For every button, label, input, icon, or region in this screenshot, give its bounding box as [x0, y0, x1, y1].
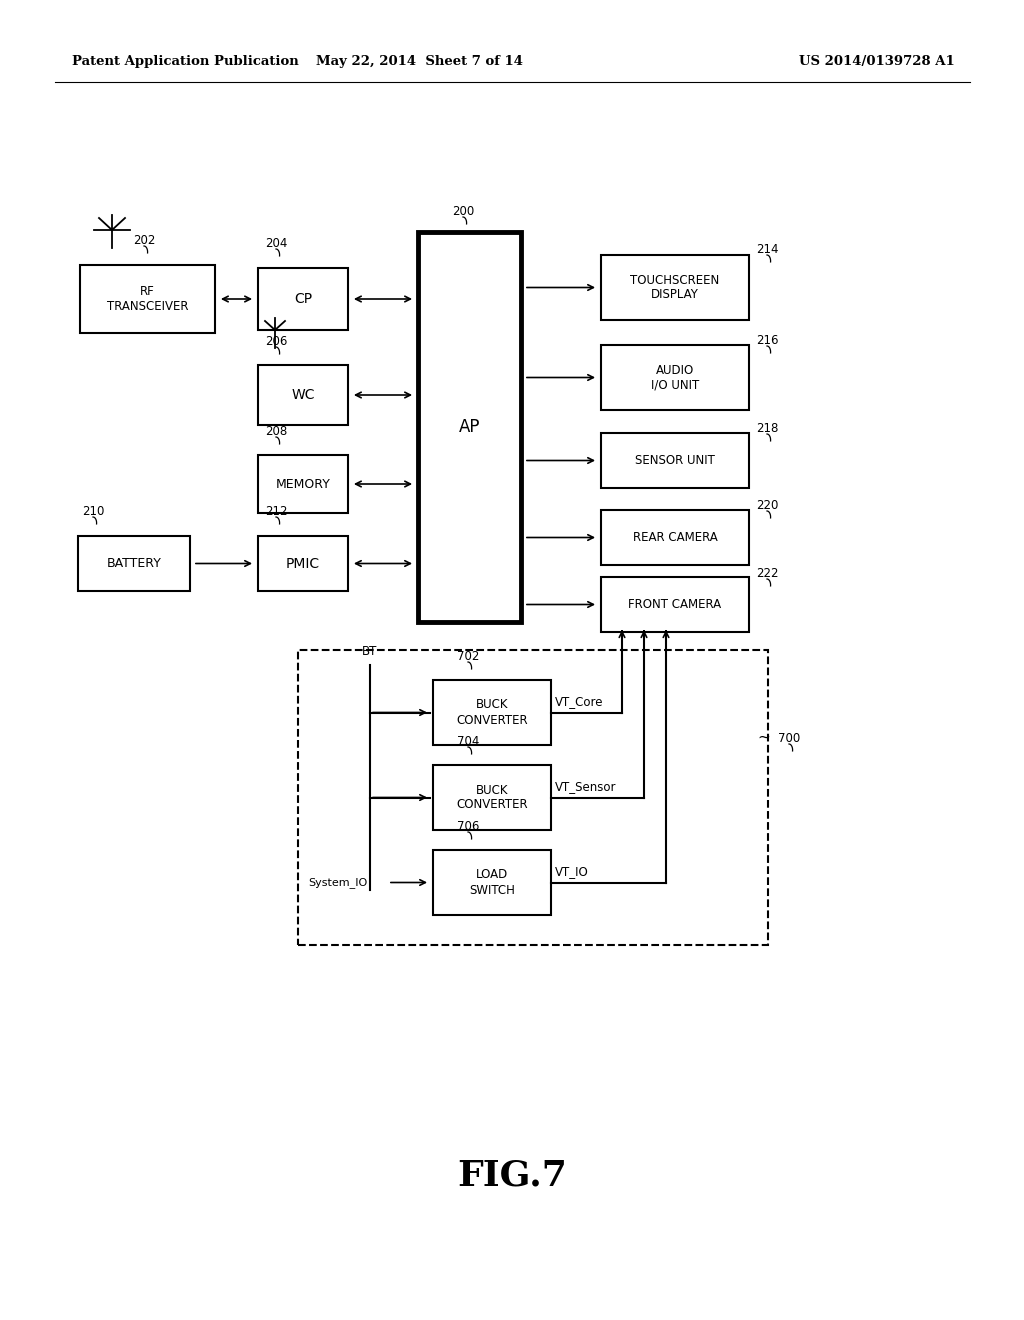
Bar	[433, 850, 551, 915]
Text: 214: 214	[756, 243, 778, 256]
Bar	[258, 455, 348, 513]
Text: US 2014/0139728 A1: US 2014/0139728 A1	[800, 55, 955, 69]
Text: VT_IO: VT_IO	[555, 866, 589, 879]
Text: 222: 222	[756, 568, 778, 579]
Text: REAR CAMERA: REAR CAMERA	[633, 531, 718, 544]
Text: May 22, 2014  Sheet 7 of 14: May 22, 2014 Sheet 7 of 14	[316, 55, 523, 69]
Text: BT: BT	[362, 645, 378, 657]
Text: 208: 208	[265, 425, 288, 438]
Bar	[418, 232, 521, 622]
Text: System_IO: System_IO	[308, 876, 368, 888]
Bar	[258, 366, 348, 425]
Text: BUCK
CONVERTER: BUCK CONVERTER	[456, 698, 527, 726]
Text: CP: CP	[294, 292, 312, 306]
Text: WC: WC	[291, 388, 314, 403]
Text: 210: 210	[82, 506, 104, 517]
Text: 200: 200	[452, 205, 474, 218]
Text: 206: 206	[265, 335, 288, 348]
Text: PMIC: PMIC	[286, 557, 321, 570]
Text: MEMORY: MEMORY	[275, 478, 331, 491]
Bar	[433, 680, 551, 744]
Text: BATTERY: BATTERY	[106, 557, 162, 570]
Bar	[258, 268, 348, 330]
Text: LOAD
SWITCH: LOAD SWITCH	[469, 869, 515, 896]
Text: FIG.7: FIG.7	[457, 1158, 567, 1192]
Bar	[258, 536, 348, 591]
Text: AP: AP	[459, 418, 480, 436]
Text: 204: 204	[265, 238, 288, 249]
Text: RF
TRANSCEIVER: RF TRANSCEIVER	[106, 285, 188, 313]
Text: 706: 706	[457, 820, 479, 833]
Text: ~: ~	[758, 730, 770, 744]
Text: TOUCHSCREEN
DISPLAY: TOUCHSCREEN DISPLAY	[631, 273, 720, 301]
Text: BUCK
CONVERTER: BUCK CONVERTER	[456, 784, 527, 812]
Text: 212: 212	[265, 506, 288, 517]
Text: VT_Sensor: VT_Sensor	[555, 780, 616, 793]
Text: AUDIO
I/O UNIT: AUDIO I/O UNIT	[651, 363, 699, 392]
Text: FRONT CAMERA: FRONT CAMERA	[629, 598, 722, 611]
Text: Patent Application Publication: Patent Application Publication	[72, 55, 299, 69]
Text: 702: 702	[457, 649, 479, 663]
Text: 700: 700	[778, 733, 800, 744]
Text: 704: 704	[457, 735, 479, 748]
Bar	[601, 433, 749, 488]
Bar	[601, 255, 749, 319]
Bar	[601, 345, 749, 411]
Text: 216: 216	[756, 334, 778, 347]
Bar	[78, 536, 190, 591]
Text: 220: 220	[756, 499, 778, 512]
Bar	[80, 265, 215, 333]
Text: VT_Core: VT_Core	[555, 696, 603, 709]
Bar	[433, 766, 551, 830]
Bar	[601, 510, 749, 565]
Bar	[601, 577, 749, 632]
Text: 202: 202	[133, 234, 156, 247]
Bar	[298, 649, 768, 945]
Text: SENSOR UNIT: SENSOR UNIT	[635, 454, 715, 467]
Text: 218: 218	[756, 422, 778, 436]
